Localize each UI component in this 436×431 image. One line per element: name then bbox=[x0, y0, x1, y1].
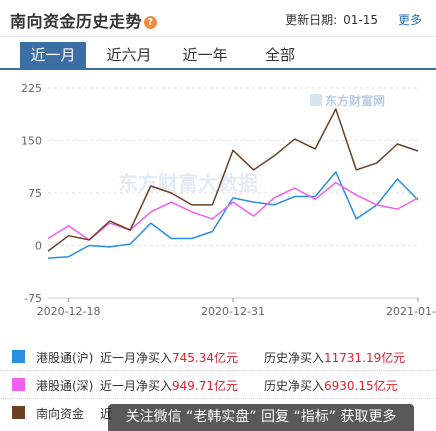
legend-swatch bbox=[12, 350, 25, 363]
legend-recent: 近一月净买入745.34亿元 bbox=[100, 349, 238, 366]
x-tick-label: 2020-12-18 bbox=[37, 305, 101, 318]
watermark-logo-text: 东方财富网 bbox=[325, 93, 385, 108]
legend-recent-label: 近一月净买入 bbox=[100, 379, 173, 393]
more-link[interactable]: 更多 bbox=[397, 13, 422, 27]
panel-header: 南向资金历史走势? 更新日期: 01-15 更多 bbox=[0, 0, 436, 37]
legend-recent-value: 745.34亿元 bbox=[172, 351, 239, 365]
chart-series bbox=[47, 108, 419, 259]
legend-history-value: 11731.19亿元 bbox=[324, 351, 406, 365]
legend-history-label: 历史净买入 bbox=[264, 379, 325, 393]
panel-title-text: 南向资金历史走势 bbox=[10, 12, 143, 31]
legend-swatch bbox=[12, 406, 25, 419]
panel-title: 南向资金历史走势? bbox=[10, 8, 158, 32]
legend-row-sh: 港股通(沪) 近一月净买入745.34亿元 历史净买入11731.19亿元 bbox=[0, 342, 436, 371]
y-tick-label: 0 bbox=[35, 240, 42, 253]
legend-history-label: 历史净买入 bbox=[264, 351, 325, 365]
legend-series-name: 港股通(深) bbox=[36, 379, 94, 393]
legend-row-sz: 港股通(深) 近一月净买入949.71亿元 历史净买入6930.15亿元 bbox=[0, 370, 436, 399]
legend-history-value: 6930.15亿元 bbox=[324, 379, 398, 393]
series-line-0 bbox=[47, 171, 419, 259]
legend-recent-value: 949.71亿元 bbox=[172, 379, 239, 393]
update-date-info: 更新日期: 01-15 bbox=[285, 11, 378, 28]
tab-one-month[interactable]: 近一月 bbox=[20, 42, 86, 68]
series-line-2 bbox=[47, 108, 419, 252]
watermark-center-text: 东方财富大数据 bbox=[118, 171, 258, 195]
x-tick-label: 2020-12-31 bbox=[201, 305, 265, 318]
legend-recent-label: 近一月净买入 bbox=[100, 351, 173, 365]
legend-swatch bbox=[12, 378, 25, 391]
legend-series-name: 港股通(沪) bbox=[36, 351, 94, 365]
tab-six-months[interactable]: 近六月 bbox=[106, 46, 152, 64]
legend-recent: 近一月净买入949.71亿元 bbox=[100, 377, 238, 394]
tab-one-year[interactable]: 近一年 bbox=[182, 46, 228, 64]
watermark-logo-icon bbox=[310, 94, 322, 106]
x-tick-label: 2021-01-15 bbox=[386, 305, 436, 318]
chart-watermark: 东方财富大数据 东方财富网 bbox=[118, 93, 385, 195]
period-tabs: 近一月 近六月 近一年 全部 bbox=[0, 42, 436, 70]
tab-all[interactable]: 全部 bbox=[264, 46, 295, 64]
y-tick-label: 225 bbox=[21, 82, 42, 95]
legend-row-total: 南向资金 近 bbox=[0, 398, 436, 426]
legend-history: 历史净买入11731.19亿元 bbox=[264, 349, 405, 366]
legend-series-name: 南向资金 bbox=[36, 407, 85, 421]
update-date-value: 01-15 bbox=[343, 13, 378, 27]
series-line-1 bbox=[47, 181, 419, 241]
y-tick-label: 150 bbox=[21, 135, 42, 148]
y-tick-label: 75 bbox=[28, 187, 42, 200]
help-icon[interactable]: ? bbox=[144, 16, 158, 29]
y-tick-label: -75 bbox=[24, 292, 42, 305]
update-date-label: 更新日期: bbox=[285, 13, 338, 27]
promo-overlay-banner: 关注微信 “老韩实盘” 回复 “指标” 获取更多 bbox=[108, 404, 414, 431]
legend-history: 历史净买入6930.15亿元 bbox=[264, 377, 398, 394]
